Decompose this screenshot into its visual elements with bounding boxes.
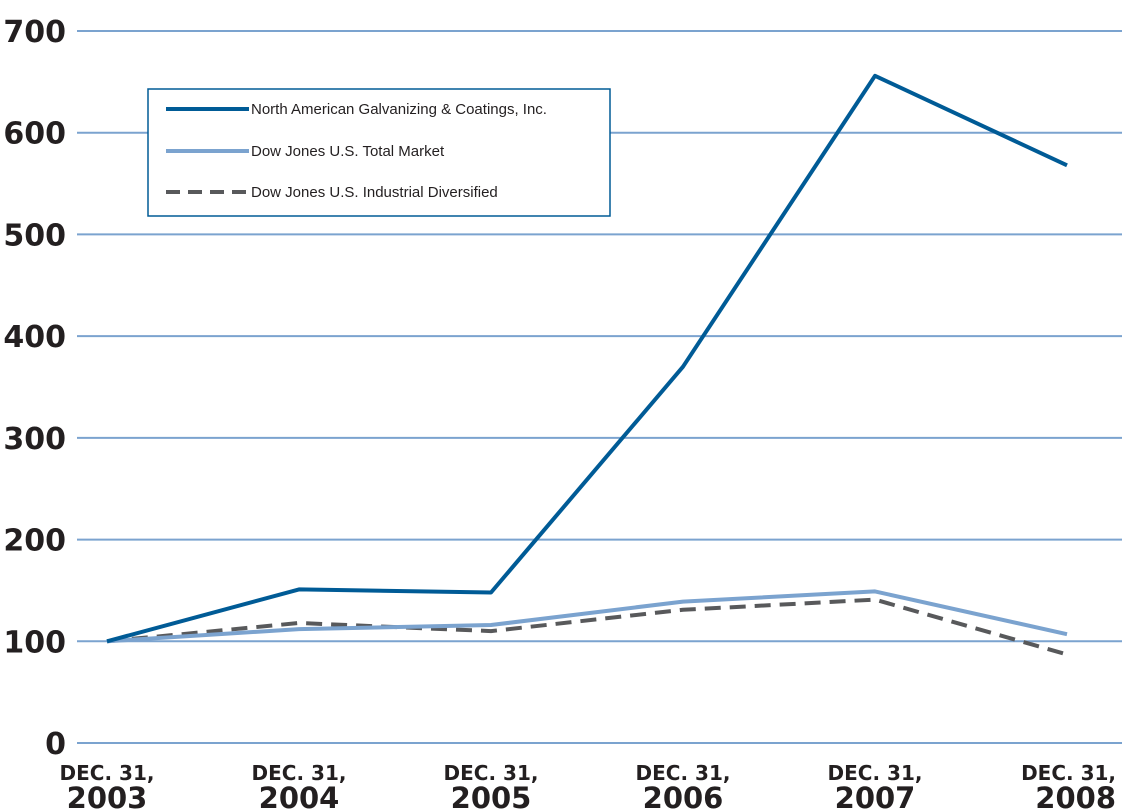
y-tick-label: 500 (3, 218, 66, 253)
y-tick-label: 700 (3, 15, 66, 50)
series-lines (106, 73, 1068, 657)
x-tick-label-line1: DEC. 31, (1021, 761, 1116, 785)
y-tick-label: 0 (45, 727, 66, 762)
x-tick-label-line2: 2008 (1035, 781, 1116, 810)
series-line-2 (106, 597, 1068, 657)
x-tick-label-line2: 2006 (643, 781, 724, 810)
x-tick-label-line2: 2003 (67, 781, 148, 810)
x-tick-label-line1: DEC. 31, (828, 761, 923, 785)
x-tick-label-line1: DEC. 31, (252, 761, 347, 785)
x-tick-label-line2: 2004 (259, 781, 340, 810)
legend-label-1: Dow Jones U.S. Total Market (251, 143, 445, 160)
y-tick-label: 200 (3, 524, 66, 559)
legend-label-2: Dow Jones U.S. Industrial Diversified (251, 184, 498, 201)
series-line-1 (106, 589, 1068, 644)
x-tick-label-line2: 2007 (835, 781, 916, 810)
y-tick-label: 600 (3, 117, 66, 152)
x-tick-label-line1: DEC. 31, (444, 761, 539, 785)
x-tick-label-line2: 2005 (451, 781, 532, 810)
y-tick-label: 100 (3, 625, 66, 660)
legend-label-0: North American Galvanizing & Coatings, I… (251, 101, 547, 118)
y-axis-tick-labels: 0 100 200 300 400 500 600 700 (3, 15, 66, 762)
legend: North American Galvanizing & Coatings, I… (147, 88, 611, 217)
y-tick-label: 300 (3, 422, 66, 457)
x-tick-label-line1: DEC. 31, (636, 761, 731, 785)
y-tick-label: 400 (3, 320, 66, 355)
series-line-0 (106, 73, 1068, 644)
x-tick-label-line1: DEC. 31, (60, 761, 155, 785)
